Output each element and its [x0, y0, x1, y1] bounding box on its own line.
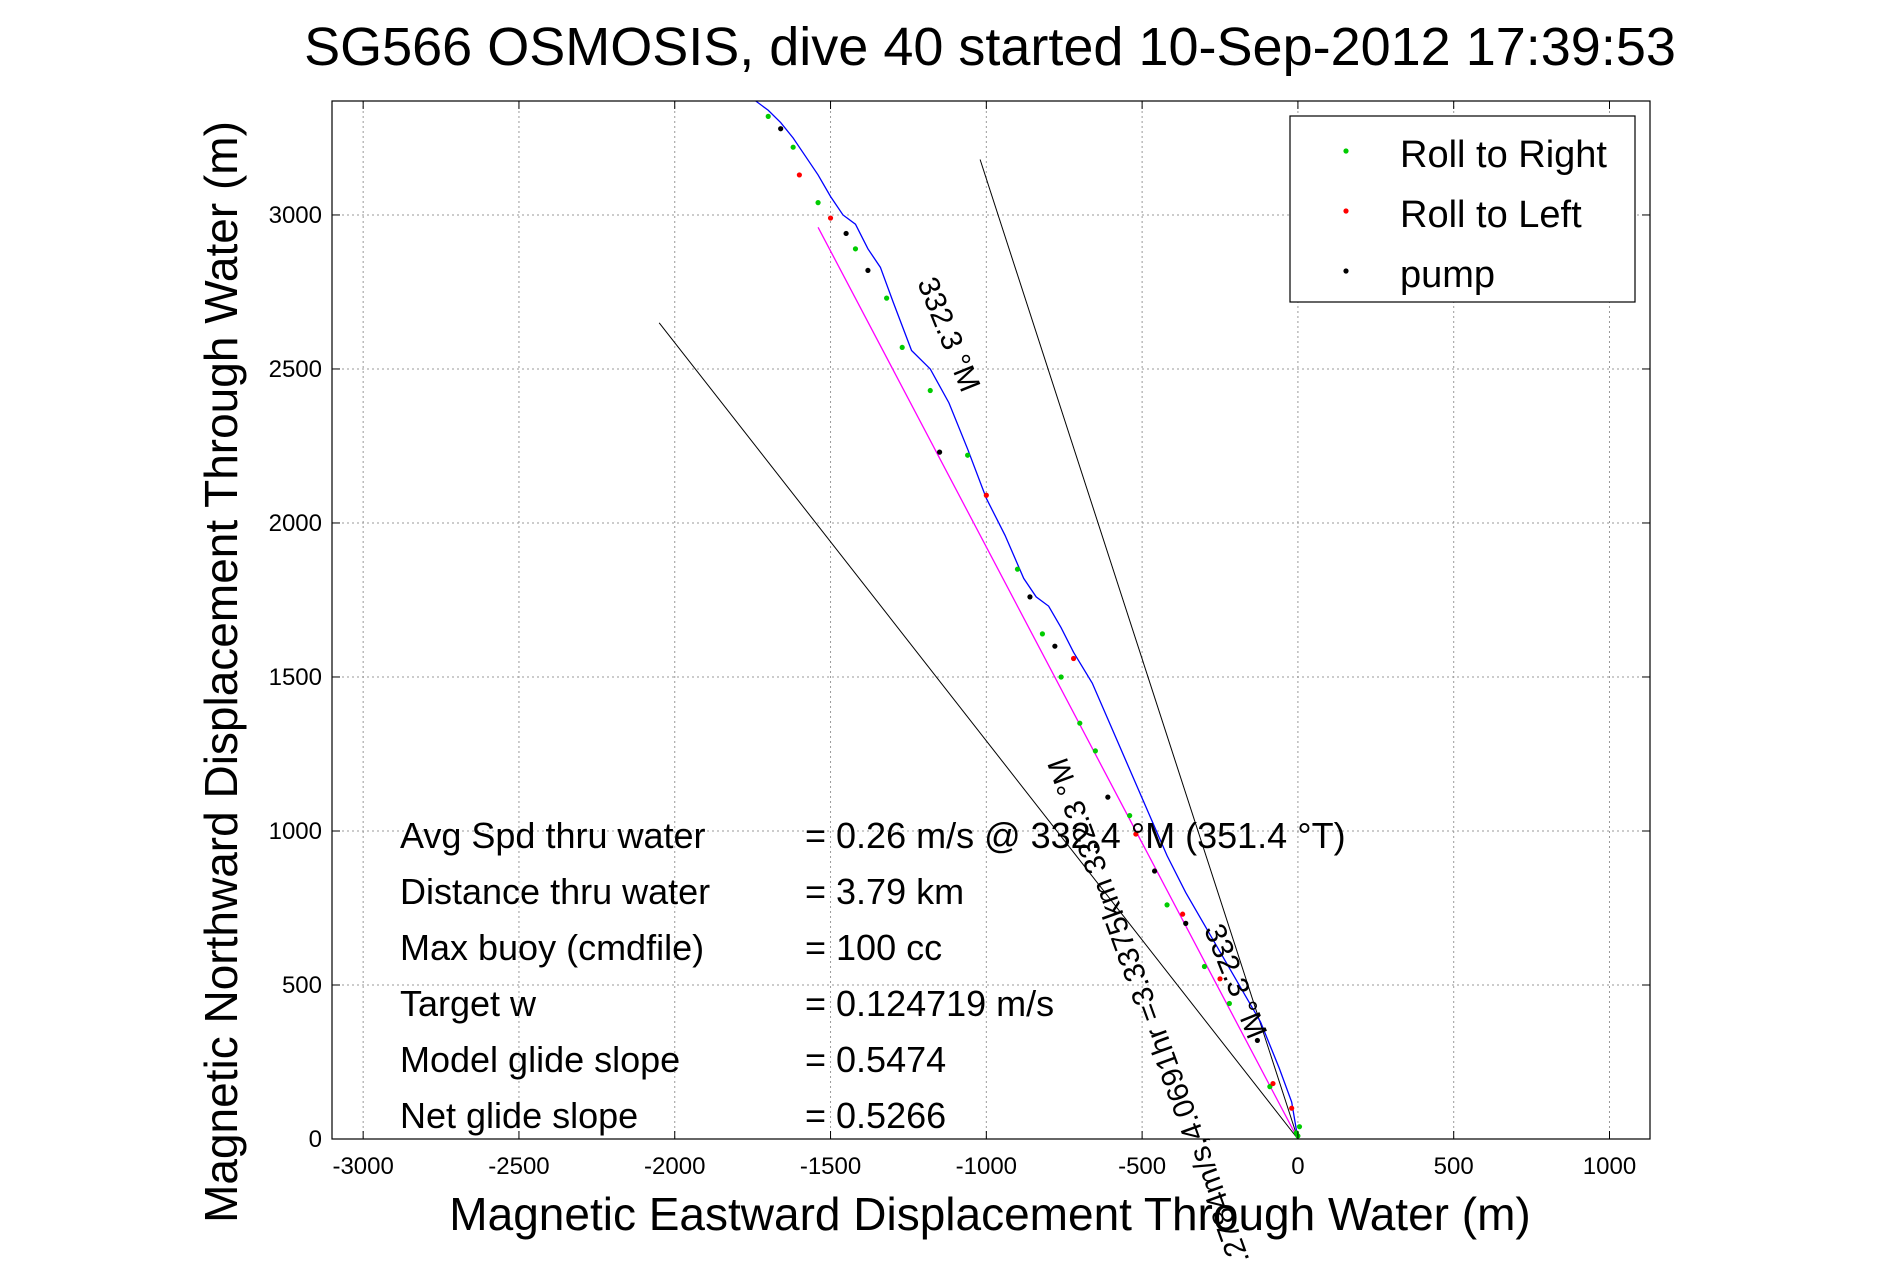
- y-axis-label: Magnetic Northward Displacement Through …: [195, 121, 247, 1223]
- roll-right-point: [965, 452, 971, 458]
- y-tick-label: 2000: [269, 510, 322, 537]
- legend: Roll to Right Roll to Left pump: [1289, 115, 1636, 303]
- roll-left-point: [827, 215, 834, 221]
- roll-left-point: [1180, 911, 1186, 917]
- pump-point: [1254, 1037, 1261, 1044]
- pump-point: [778, 126, 784, 132]
- legend-marker: [1343, 208, 1349, 214]
- roll-right-point: [1201, 963, 1208, 970]
- track-line: [755, 100, 1299, 1140]
- roll-left-point: [1289, 1105, 1295, 1111]
- stat-label: Max buoy (cmdfile): [400, 927, 704, 968]
- stat-value: = 0.124719 m/s: [805, 983, 1054, 1024]
- roll-right-point: [899, 344, 905, 351]
- pump-point: [1027, 594, 1033, 600]
- pump-point: [1183, 920, 1189, 926]
- stat-label: Target w: [400, 983, 537, 1024]
- roll-right-point: [790, 144, 796, 150]
- roll-left-point: [1070, 655, 1077, 662]
- x-tick-label: -3000: [332, 1153, 393, 1180]
- roll-right-point: [927, 387, 933, 394]
- stat-label: Distance thru water: [400, 871, 710, 912]
- fit-line: [817, 226, 1299, 1140]
- legend-label: Roll to Right: [1400, 134, 1607, 176]
- roll-right-point: [1039, 631, 1046, 637]
- stat-value: = 0.26 m/s @ 332.4 °M (351.4 °T): [805, 815, 1346, 856]
- legend-marker: [1343, 268, 1349, 274]
- x-tick-label: -2500: [488, 1153, 549, 1180]
- legend-label: Roll to Left: [1400, 194, 1582, 236]
- pump-point: [843, 230, 849, 237]
- stat-label: Avg Spd thru water: [400, 815, 706, 856]
- stat-value: = 3.79 km: [805, 871, 964, 912]
- x-tick-label: -1500: [800, 1153, 861, 1180]
- roll-right-point: [1077, 720, 1083, 726]
- pump-point: [1105, 794, 1111, 800]
- stat-value: = 100 cc: [805, 927, 942, 968]
- pump-point: [936, 449, 943, 455]
- roll-right-point: [1127, 812, 1133, 819]
- legend-marker: [1343, 148, 1349, 154]
- y-tick-label: 500: [282, 972, 322, 999]
- cone-line: [658, 322, 1299, 1140]
- grid: [332, 101, 1650, 1140]
- legend-label: pump: [1400, 254, 1495, 296]
- stat-value: = 0.5266: [805, 1095, 946, 1136]
- roll-left-point: [1133, 831, 1139, 837]
- roll-left-point: [796, 172, 802, 178]
- pump-point: [865, 267, 871, 274]
- x-tick-label: 500: [1434, 1153, 1474, 1180]
- roll-left-point: [1217, 976, 1223, 982]
- plot-frame: [331, 100, 1651, 1140]
- y-tick-label: 2500: [269, 356, 322, 383]
- x-axis-label: Magnetic Eastward Displacement Through W…: [449, 1188, 1530, 1240]
- stats-block: Avg Spd thru water = 0.26 m/s @ 332.4 °M …: [400, 815, 1346, 1136]
- x-tick-label: 0: [1291, 1153, 1304, 1180]
- roll-right-point: [815, 200, 821, 206]
- x-tick-label: -500: [1118, 1153, 1166, 1180]
- chart-title: SG566 OSMOSIS, dive 40 started 10-Sep-20…: [304, 17, 1676, 77]
- roll-right-point: [1226, 1000, 1232, 1007]
- x-tick-label: -2000: [644, 1153, 705, 1180]
- stat-value: = 0.5474: [805, 1039, 946, 1080]
- x-tick-label: 1000: [1583, 1153, 1636, 1180]
- pump-point: [1151, 868, 1158, 874]
- roll-right-point: [884, 295, 890, 301]
- y-tick-label: 1500: [269, 664, 322, 691]
- roll-left-point: [983, 492, 989, 498]
- x-tick-label: -1000: [956, 1153, 1017, 1180]
- axis-ticks: -3000 -2500 -2000 -1500 -1000 -500 0 500 1000 0 50…: [269, 101, 1650, 1180]
- pump-point: [1052, 643, 1058, 649]
- roll-right-point: [765, 113, 771, 120]
- y-tick-label: 0: [309, 1126, 322, 1153]
- stat-label: Model glide slope: [400, 1039, 680, 1080]
- y-tick-label: 1000: [269, 818, 322, 845]
- cone-line: [979, 159, 1299, 1140]
- cone-lines: [658, 159, 1299, 1140]
- roll-right-point: [1296, 1124, 1303, 1130]
- roll-right-point: [1164, 902, 1170, 908]
- y-tick-label: 3000: [269, 202, 322, 229]
- roll-right-point: [1014, 566, 1021, 572]
- roll-right-point: [852, 246, 859, 252]
- stat-label: Net glide slope: [400, 1095, 638, 1136]
- roll-right-point: [1058, 674, 1064, 680]
- roll-right-point: [1092, 748, 1098, 754]
- roll-left-point: [1270, 1080, 1276, 1087]
